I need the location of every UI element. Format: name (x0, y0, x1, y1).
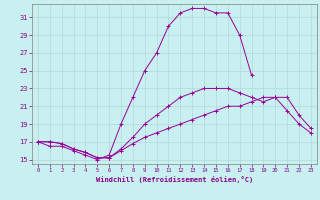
X-axis label: Windchill (Refroidissement éolien,°C): Windchill (Refroidissement éolien,°C) (96, 176, 253, 183)
